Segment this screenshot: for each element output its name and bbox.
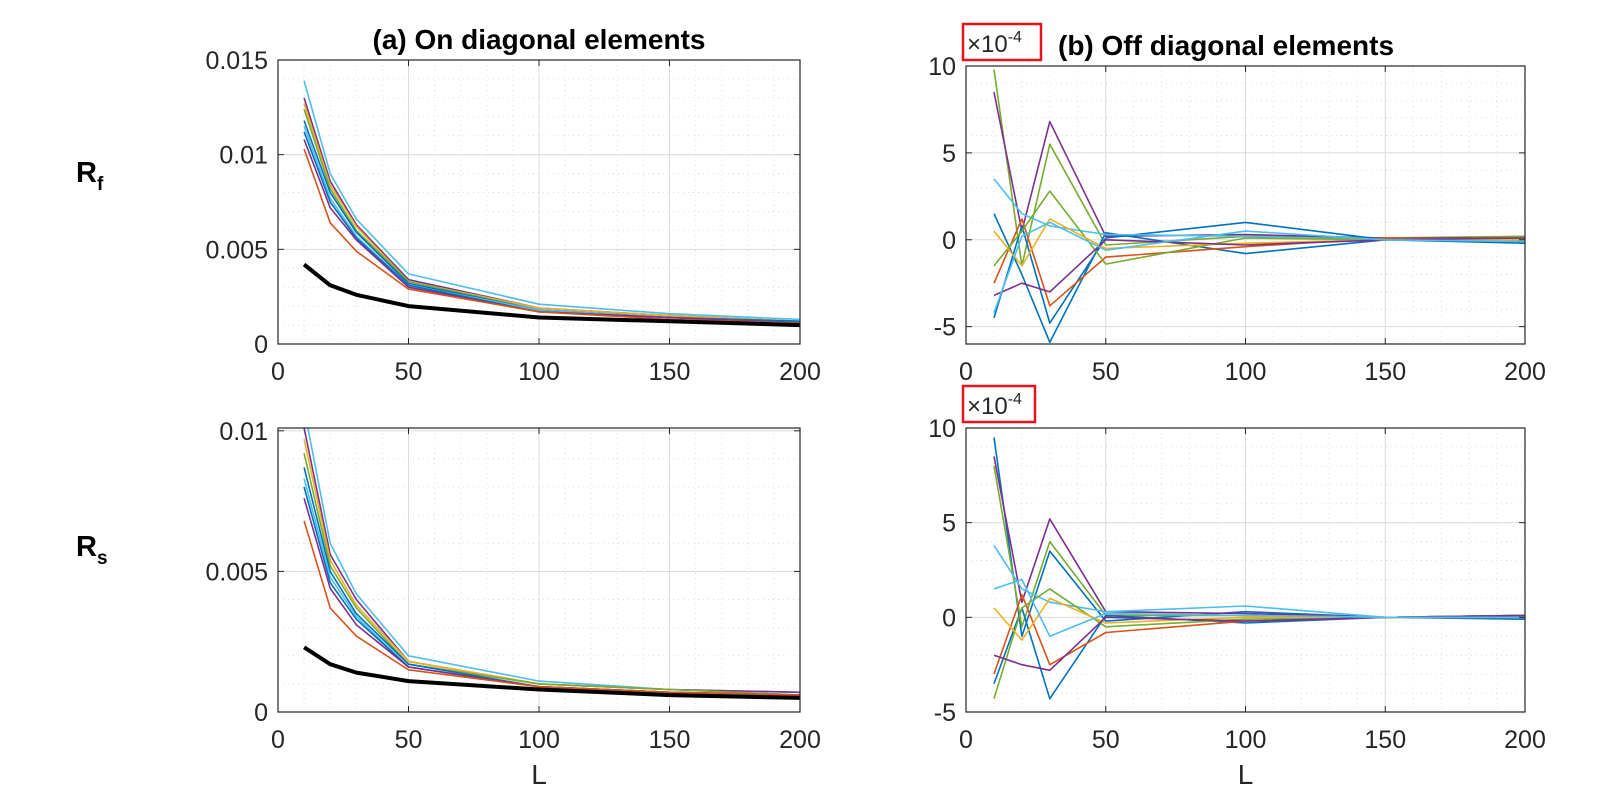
- chart-a-bottom: 0 50 100 150 200 0 0.005 0.01 L: [205, 418, 821, 790]
- series-line-mean: [303, 645, 800, 700]
- y-tick-label: 5: [942, 510, 956, 538]
- series-line-s1: [303, 80, 800, 321]
- chart-a-top: 0 50 100 150 200 0 0.005 0.01 0.015 (a) On diagon…: [205, 24, 820, 386]
- series-line-s5: [993, 218, 1525, 307]
- row-label-Rs: Rs: [76, 531, 108, 569]
- x-tick-label: 0: [959, 726, 973, 754]
- series-line-s10: [993, 221, 1525, 313]
- multiplier-highlight-box: [961, 22, 1043, 62]
- series-group: [302, 80, 800, 328]
- y-tick-label: 0: [254, 331, 268, 359]
- x-tick-label: 0: [271, 358, 285, 386]
- y-tick-label: 10: [928, 415, 956, 443]
- multiplier-highlight-box: [961, 384, 1037, 424]
- x-tick-label: 100: [1225, 358, 1267, 386]
- row-label-Rf: Rf: [76, 157, 104, 195]
- chart-title: (a) On diagonal elements: [373, 24, 706, 55]
- y-tick-label: 0.01: [219, 418, 268, 446]
- series-line-s9: [303, 520, 800, 696]
- series-line-mean: [302, 262, 800, 328]
- y-tick-label: -5: [934, 314, 956, 342]
- x-tick-label: 0: [271, 726, 285, 754]
- x-tick-label: 50: [1092, 358, 1120, 386]
- y-tick-label: -5: [934, 699, 956, 727]
- x-tick-label: 200: [779, 726, 821, 754]
- x-tick-label: 100: [518, 358, 560, 386]
- y-tick-label: 5: [942, 140, 956, 168]
- x-tick-label: 50: [395, 726, 423, 754]
- y-tick-label: 0.015: [205, 47, 268, 75]
- y-tick-label: 0: [942, 604, 956, 632]
- y-tick-label: 0.01: [219, 142, 268, 170]
- x-tick-label: 150: [1364, 358, 1406, 386]
- x-tick-label: 150: [649, 358, 691, 386]
- x-tick-label: 0: [959, 358, 973, 386]
- chart-title: (b) Off diagonal elements: [1058, 30, 1394, 61]
- y-tick-label: 0.005: [205, 236, 268, 264]
- series-group: [993, 69, 1525, 344]
- x-axis-label: L: [1238, 759, 1254, 790]
- x-tick-label: 100: [518, 726, 560, 754]
- series-line-s10: [993, 578, 1525, 638]
- x-tick-label: 200: [1504, 726, 1546, 754]
- series-group: [303, 428, 800, 700]
- y-multiplier-label: ×10-4: [967, 29, 1022, 58]
- x-tick-label: 100: [1225, 726, 1267, 754]
- x-tick-label: 200: [1504, 358, 1546, 386]
- x-tick-label: 200: [779, 358, 821, 386]
- y-tick-label: 0.005: [205, 558, 268, 586]
- x-tick-label: 50: [1092, 726, 1120, 754]
- y-multiplier-label: ×10-4: [967, 391, 1022, 420]
- x-tick-label: 150: [1364, 726, 1406, 754]
- y-tick-label: 10: [928, 53, 956, 81]
- y-tick-label: 0: [254, 699, 268, 727]
- series-line-s8: [303, 139, 800, 324]
- series-group: [993, 437, 1525, 700]
- x-axis-label: L: [531, 759, 547, 790]
- y-tick-label: 0: [942, 227, 956, 255]
- x-tick-label: 50: [395, 358, 423, 386]
- x-tick-label: 150: [649, 726, 691, 754]
